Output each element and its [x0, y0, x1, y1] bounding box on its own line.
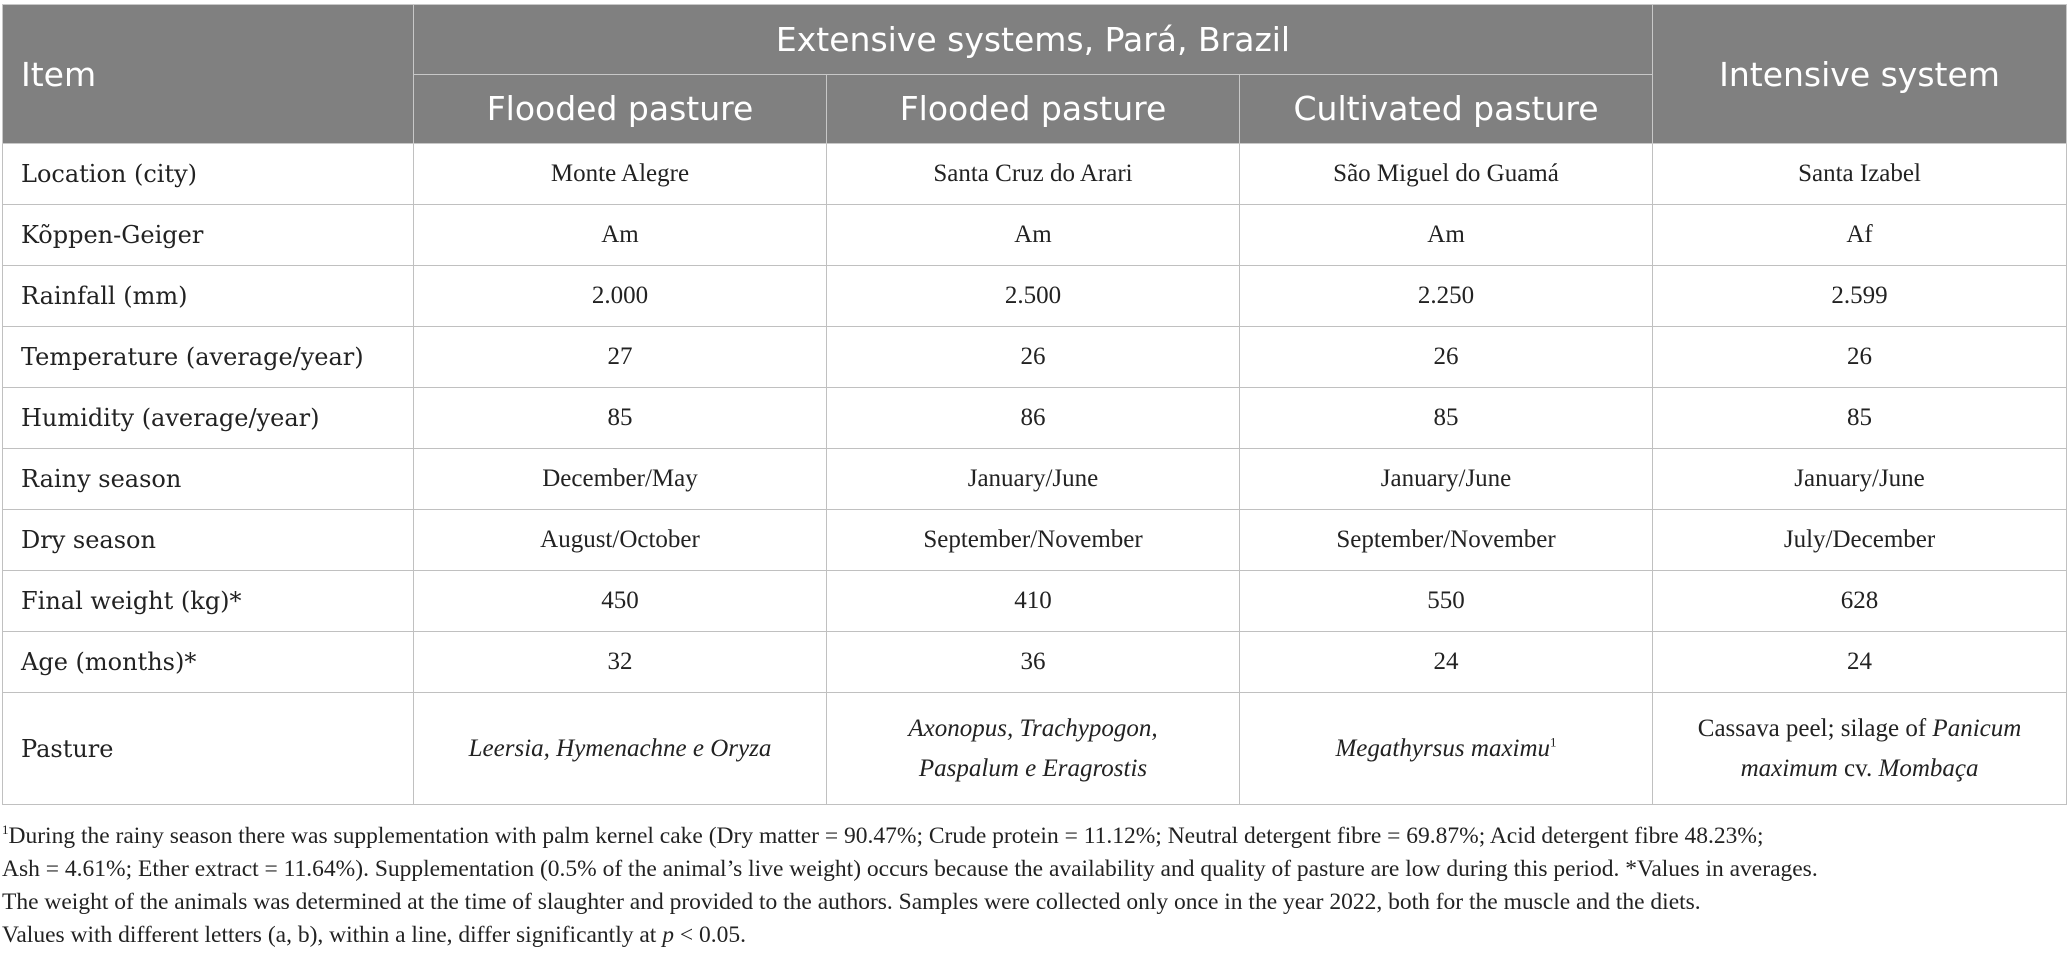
header-item: Item — [2, 4, 414, 144]
table-cell: 2.500 — [826, 265, 1240, 327]
row-label: Dry season — [2, 509, 414, 571]
table-cell: Santa Izabel — [1652, 143, 2067, 205]
table-row: Age (months)* 32 36 24 24 — [2, 631, 2067, 693]
table-cell: 410 — [826, 570, 1240, 632]
table-cell: 27 — [413, 326, 827, 388]
table-cell: Af — [1652, 204, 2067, 266]
table-cell: August/October — [413, 509, 827, 571]
table-row: Humidity (average/year) 85 86 85 85 — [2, 387, 2067, 449]
data-table: Item Extensive systems, Pará, Brazil Int… — [2, 4, 2067, 805]
table-cell: Am — [826, 204, 1240, 266]
data-table-container: Item Extensive systems, Pará, Brazil Int… — [2, 4, 2067, 805]
footnote-line: Ash = 4.61%; Ether extract = 11.64%). Su… — [2, 853, 2062, 886]
row-label: Humidity (average/year) — [2, 387, 414, 449]
table-cell: January/June — [826, 448, 1240, 510]
table-cell: 32 — [413, 631, 827, 693]
footnote-text: Values with different letters (a, b), wi… — [2, 922, 663, 948]
table-cell: Santa Cruz do Arari — [826, 143, 1240, 205]
footnote-marker: 1 — [1550, 734, 1557, 750]
header-intensive-system: Intensive system — [1652, 4, 2067, 144]
footnote-line: The weight of the animals was determined… — [2, 886, 2062, 919]
table-cell: Axonopus, Trachypogon, Paspalum e Eragro… — [826, 692, 1240, 805]
pasture-species-text: Megathyrsus maximu — [1335, 734, 1551, 762]
header-flooded-pasture-1: Flooded pasture — [413, 73, 827, 144]
footnote-text: The weight of the animals was determined… — [2, 889, 1701, 915]
row-label: Rainy season — [2, 448, 414, 510]
pasture-text: cv. — [1837, 754, 1879, 782]
table-cell: 85 — [1238, 387, 1654, 449]
table-cell: 24 — [1238, 631, 1654, 693]
row-label: Rainfall (mm) — [2, 265, 414, 327]
pasture-species-text: maximum — [1740, 754, 1838, 782]
table-cell: September/November — [1238, 509, 1654, 571]
table-row: Rainfall (mm) 2.000 2.500 2.250 2.599 — [2, 265, 2067, 327]
table-row-pasture: Pasture Leersia, Hymenachne e Oryza Axon… — [2, 692, 2067, 805]
table-cell: January/June — [1652, 448, 2067, 510]
header-extensive-systems: Extensive systems, Pará, Brazil — [412, 4, 1654, 75]
table-cell: January/June — [1238, 448, 1654, 510]
table-cell: Am — [413, 204, 827, 266]
footnote-text: During the rainy season there was supple… — [8, 823, 1764, 849]
table-cell: Monte Alegre — [413, 143, 827, 205]
row-label: Temperature (average/year) — [2, 326, 414, 388]
table-row: Dry season August/October September/Nove… — [2, 509, 2067, 571]
table-cell: 2.599 — [1652, 265, 2067, 327]
table-cell: 26 — [1652, 326, 2067, 388]
footnote-text: p — [662, 922, 674, 948]
footnote-text: Ash = 4.61%; Ether extract = 11.64%). Su… — [2, 856, 1818, 882]
table-cell: 450 — [413, 570, 827, 632]
row-label: Location (city) — [2, 143, 414, 205]
pasture-species-text: Panicum — [1932, 714, 2022, 742]
table-cell: 550 — [1238, 570, 1654, 632]
table-cell: 628 — [1652, 570, 2067, 632]
row-label: Pasture — [2, 692, 414, 805]
table-cell: 85 — [1652, 387, 2067, 449]
footnote-marker: 1 — [2, 822, 9, 838]
row-label: Age (months)* — [2, 631, 414, 693]
table-row: Temperature (average/year) 27 26 26 26 — [2, 326, 2067, 388]
table-row: Kõppen-Geiger Am Am Am Af — [2, 204, 2067, 266]
table-footnotes: 1During the rainy season there was suppl… — [2, 820, 2062, 952]
table-cell: September/November — [826, 509, 1240, 571]
table-cell: 2.250 — [1238, 265, 1654, 327]
table-cell: December/May — [413, 448, 827, 510]
header-flooded-pasture-2: Flooded pasture — [826, 73, 1240, 144]
table-cell: Megathyrsus maximu1 — [1238, 692, 1654, 805]
pasture-text: Cassava peel; silage of — [1697, 714, 1933, 742]
table-cell: São Miguel do Guamá — [1238, 143, 1654, 205]
table-row: Final weight (kg)* 450 410 550 628 — [2, 570, 2067, 632]
table-cell: 26 — [826, 326, 1240, 388]
table-row: Location (city) Monte Alegre Santa Cruz … — [2, 143, 2067, 205]
table-row: Rainy season December/May January/June J… — [2, 448, 2067, 510]
table-cell: Am — [1238, 204, 1654, 266]
header-cultivated-pasture: Cultivated pasture — [1238, 73, 1654, 144]
pasture-species-text: Paspalum e Eragrostis — [918, 754, 1148, 782]
table-cell: July/December — [1652, 509, 2067, 571]
footnote-line: Values with different letters (a, b), wi… — [2, 919, 2062, 952]
pasture-species-text: Axonopus, Trachypogon, — [908, 714, 1158, 742]
row-label: Kõppen-Geiger — [2, 204, 414, 266]
footnote-text: < 0.05. — [673, 922, 746, 948]
table-cell: 24 — [1652, 631, 2067, 693]
table-cell: 86 — [826, 387, 1240, 449]
table-cell: Cassava peel; silage of Panicum maximum … — [1652, 692, 2067, 805]
table-cell: 2.000 — [413, 265, 827, 327]
table-cell: 26 — [1238, 326, 1654, 388]
footnote-line: 1During the rainy season there was suppl… — [2, 820, 2062, 853]
pasture-species-text: Leersia, Hymenachne e Oryza — [468, 734, 772, 762]
row-label: Final weight (kg)* — [2, 570, 414, 632]
pasture-species-text: Mombaça — [1878, 754, 1979, 782]
table-cell: 85 — [413, 387, 827, 449]
table-cell: 36 — [826, 631, 1240, 693]
table-cell: Leersia, Hymenachne e Oryza — [413, 692, 827, 805]
